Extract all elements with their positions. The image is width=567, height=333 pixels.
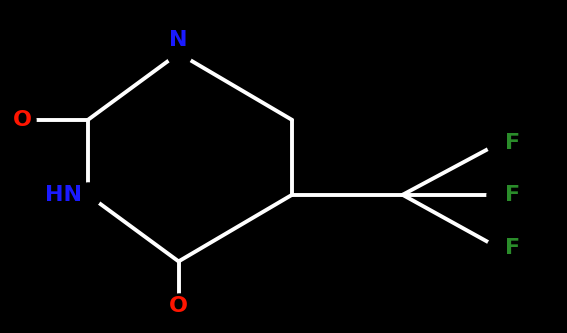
Text: F: F: [505, 185, 520, 205]
Text: N: N: [170, 30, 188, 50]
Text: HN: HN: [45, 185, 82, 205]
Text: F: F: [505, 238, 520, 258]
Text: F: F: [505, 133, 520, 153]
Text: O: O: [169, 296, 188, 316]
Text: O: O: [13, 110, 32, 130]
